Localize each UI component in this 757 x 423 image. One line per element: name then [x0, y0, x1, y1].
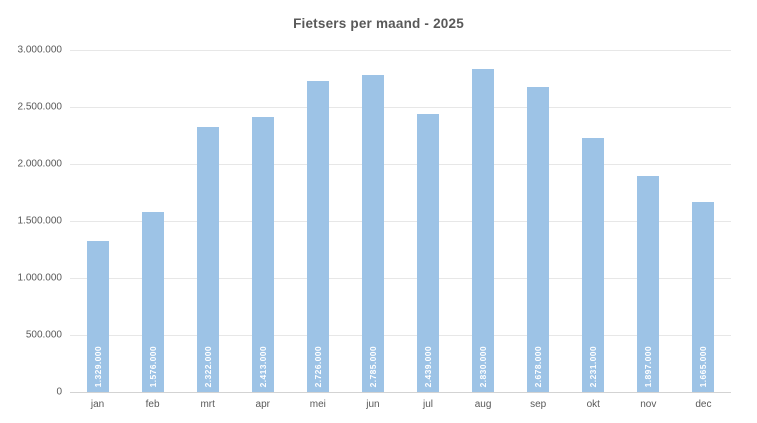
x-tick-label: nov — [640, 399, 657, 410]
bar-dec: 1.665.000 — [692, 202, 715, 392]
y-tick-label: 1.500.000 — [17, 215, 63, 227]
bar-value-label: 2.322.000 — [202, 345, 213, 387]
bar-value-label: 1.897.000 — [643, 345, 654, 387]
y-tick-label: 2.000.000 — [17, 158, 63, 170]
x-tick-label: jan — [90, 399, 105, 410]
bar-value-label: 2.413.000 — [257, 345, 268, 387]
x-tick-label: jun — [366, 399, 380, 410]
gridline — [70, 50, 731, 51]
bar-value-label: 2.678.000 — [533, 345, 544, 387]
bar-slot: 2.785.000 — [345, 50, 400, 392]
bar-nov: 1.897.000 — [637, 175, 660, 392]
y-tick-label: 2.500.000 — [17, 101, 63, 113]
bar-value-label: 2.830.000 — [478, 345, 489, 387]
bar-jul: 2.439.000 — [417, 113, 439, 392]
bar-jan: 1.329.000 — [86, 240, 109, 392]
bar-slot: 2.231.000 — [566, 50, 621, 392]
bar-value-label: 2.231.000 — [588, 345, 599, 387]
x-tick-label: mrt — [200, 399, 215, 410]
bar-slot: 1.897.000 — [621, 50, 676, 392]
x-tick-label: aug — [474, 399, 492, 410]
bar-value-label: 2.785.000 — [367, 345, 378, 387]
x-tick-label: apr — [255, 399, 270, 410]
bar-okt: 2.231.000 — [582, 137, 605, 392]
y-axis-labels: 3.000.000 2.500.000 2.000.000 1.500.000 1.00… — [0, 45, 63, 398]
bar-slot: 1.576.000 — [125, 50, 180, 392]
bar-slot: 1.329.000 — [70, 50, 125, 392]
bars-container: 1.329.000 1.576.000 2.322.000 2.413.000 2.72… — [70, 50, 731, 392]
plot-area: 1.329.000 1.576.000 2.322.000 2.413.000 2.72… — [70, 50, 731, 393]
bar-feb: 1.576.000 — [141, 212, 164, 392]
x-tick-label: dec — [695, 399, 712, 410]
bar-slot: 2.413.000 — [235, 50, 290, 392]
gridline — [70, 107, 731, 108]
bar-slot: 2.439.000 — [400, 50, 455, 392]
bar-sep: 2.678.000 — [527, 86, 550, 392]
x-axis-labels: jan feb mrt apr mei jun jul aug sep okt nov dec — [70, 399, 731, 410]
x-tick-label: okt — [586, 399, 600, 410]
x-tick-label: mei — [309, 399, 326, 410]
bar-mei: 2.726.000 — [306, 81, 329, 392]
y-tick-label: 500.000 — [25, 329, 62, 341]
bar-apr: 2.413.000 — [251, 116, 274, 392]
bar-slot: 2.678.000 — [511, 50, 566, 392]
gridline — [70, 278, 731, 279]
bar-value-label: 1.576.000 — [147, 345, 158, 387]
bar-value-label: 1.665.000 — [698, 345, 709, 387]
gridline — [70, 164, 731, 165]
x-tick-label: feb — [145, 399, 160, 410]
gridline — [70, 221, 731, 222]
bar-slot: 2.726.000 — [290, 50, 345, 392]
bar-value-label: 1.329.000 — [92, 345, 103, 387]
y-tick-label: 3.000.000 — [17, 44, 63, 56]
x-tick-label: jul — [423, 399, 434, 410]
bar-slot: 2.322.000 — [180, 50, 235, 392]
bar-mrt: 2.322.000 — [196, 127, 219, 392]
y-tick-label: 0 — [56, 386, 62, 398]
bar-slot: 2.830.000 — [456, 50, 511, 392]
x-tick-label: sep — [530, 399, 547, 410]
bar-jun: 2.785.000 — [361, 74, 384, 392]
bar-value-label: 2.439.000 — [423, 345, 433, 387]
bar-value-label: 2.726.000 — [312, 345, 323, 387]
chart-title: Fietsers per maand - 2025 — [293, 16, 464, 31]
y-tick-label: 1.000.000 — [17, 272, 63, 284]
bar-aug: 2.830.000 — [472, 69, 495, 392]
gridline — [70, 335, 731, 336]
bar-slot: 1.665.000 — [676, 50, 731, 392]
